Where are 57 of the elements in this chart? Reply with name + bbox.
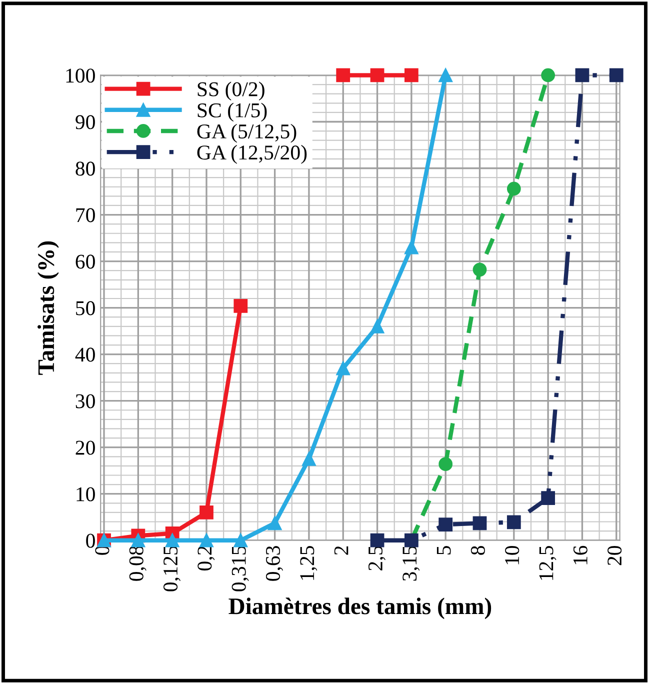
x-tick-label: 0,63 — [266, 546, 284, 581]
point — [200, 533, 214, 548]
y-tick-label: 90 — [76, 115, 95, 130]
x-tick-label: 0,125 — [163, 546, 181, 592]
y-tick-label: 100 — [66, 68, 95, 83]
point — [370, 68, 384, 82]
point — [165, 533, 180, 548]
x-tick-label: 3,15 — [402, 546, 420, 581]
x-tick-label: 8 — [470, 546, 485, 555]
point — [404, 240, 418, 254]
point — [234, 298, 248, 313]
y-tick-label: 70 — [76, 208, 95, 222]
point — [609, 68, 624, 82]
y-tick-label: 20 — [76, 440, 95, 455]
point — [268, 516, 282, 530]
legend-label: GA (12,5/20) — [197, 144, 307, 164]
legend-label: SC (1/5) — [198, 102, 267, 122]
x-tick-label: 0,315 — [232, 546, 249, 592]
x-tick-label: 5 — [436, 546, 451, 554]
point — [438, 457, 453, 472]
y-tick-label: 80 — [76, 162, 95, 176]
point — [370, 533, 384, 548]
point — [472, 516, 487, 530]
x-tick-label: 2 — [334, 546, 348, 555]
legend-label: GA (5/12,5) — [197, 124, 296, 143]
y-tick-label: 10 — [76, 487, 95, 502]
point — [506, 182, 521, 196]
x-tick-label: 12,5 — [539, 546, 556, 580]
point — [541, 491, 556, 505]
point — [404, 68, 418, 82]
point — [131, 533, 146, 548]
x-tick-label: 20 — [608, 546, 622, 566]
point — [438, 518, 453, 532]
x-tick-label: 0,2 — [198, 546, 215, 570]
legend-label: SS (0/2) — [198, 82, 264, 101]
point — [438, 68, 453, 82]
point — [336, 361, 350, 376]
x-tick-label: 2,5 — [368, 546, 386, 570]
y-axis-title: Tamisats (%) — [38, 241, 59, 375]
y-tick-label: 60 — [76, 254, 95, 269]
x-tick-label: 16 — [573, 546, 588, 564]
point — [575, 68, 590, 82]
y-tick-label: 30 — [76, 394, 95, 408]
point — [234, 533, 248, 548]
x-axis-title: Diamètres des tamis (mm) — [228, 598, 492, 620]
x-tick-label: 0,08 — [129, 546, 146, 581]
point — [506, 515, 521, 530]
y-tick-label: 40 — [75, 348, 95, 362]
point — [472, 262, 487, 277]
point — [370, 319, 384, 334]
point — [336, 68, 350, 82]
point — [200, 506, 214, 520]
x-tick-label: 1,25 — [300, 546, 318, 580]
point — [541, 68, 556, 82]
x-tick-label: 10 — [505, 546, 520, 564]
point — [302, 452, 316, 466]
y-tick-label: 50 — [76, 301, 95, 316]
